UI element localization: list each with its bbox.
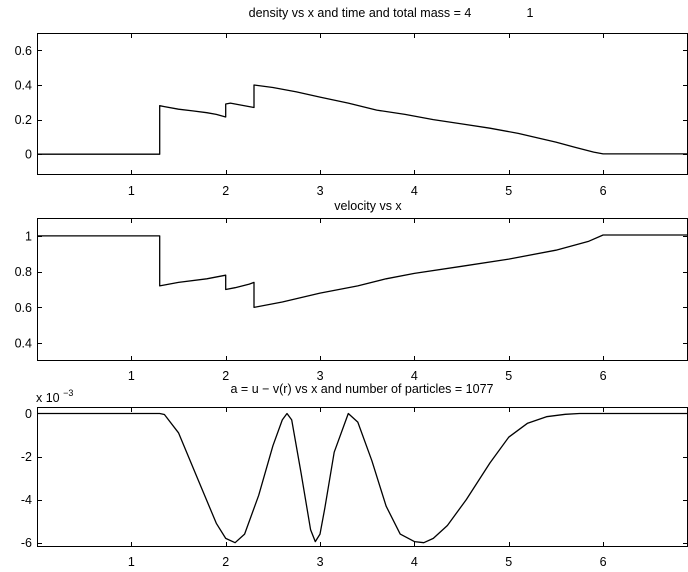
acceleration-title: a = u − v(r) vs x and number of particle… [231, 382, 494, 396]
density-x-tick-label: 5 [505, 184, 512, 198]
acceleration-x-tick-label: 6 [600, 555, 607, 569]
density-y-tick-label: 0.4 [15, 78, 32, 92]
density-y-tick-label: 0.2 [15, 113, 32, 127]
acceleration-x-tick-label: 4 [411, 555, 418, 569]
velocity-y-tick-label: 0.4 [15, 337, 32, 351]
velocity-x-tick-label: 6 [600, 369, 607, 383]
density-title-extra: 1 [527, 6, 534, 20]
acceleration-curve [37, 412, 688, 544]
y-multiplier-exponent: −3 [63, 388, 73, 398]
velocity-x-tick-label: 1 [128, 369, 135, 383]
density-x-tick-label: 3 [317, 184, 324, 198]
velocity-curve [37, 234, 688, 309]
velocity-axes-box [37, 218, 688, 361]
density-y-tick-label: 0.6 [15, 44, 32, 58]
density-curve [37, 84, 688, 155]
velocity-y-tick-label: 0.6 [15, 301, 32, 315]
acceleration-axes-box [37, 407, 688, 547]
density-x-tick-label: 1 [128, 184, 135, 198]
y-multiplier-base: x 10 [36, 391, 60, 405]
density-x-tick-label: 6 [600, 184, 607, 198]
velocity-title: velocity vs x [334, 199, 402, 213]
acceleration-y-tick-label: -4 [21, 493, 32, 507]
density-x-tick-label: 4 [411, 184, 418, 198]
velocity-y-tick-label: 1 [25, 229, 32, 243]
acceleration-x-tick-label: 2 [222, 555, 229, 569]
acceleration-x-tick-label: 3 [317, 555, 324, 569]
velocity-y-tick-label: 0.8 [15, 265, 32, 279]
acceleration-y-tick-label: -6 [21, 536, 32, 550]
velocity-x-tick-label: 5 [505, 369, 512, 383]
velocity-panel: velocity vs x 1 2 3 4 5 6 0.4 0.6 0.8 1 [15, 199, 688, 383]
velocity-x-tick-label: 2 [222, 369, 229, 383]
y-multiplier: x 10 −3 [36, 388, 73, 405]
acceleration-y-tick-label: 0 [25, 407, 32, 421]
density-y-tick-label: 0 [25, 148, 32, 162]
density-x-tick-label: 2 [222, 184, 229, 198]
density-panel: density vs x and time and total mass = 4… [15, 6, 688, 198]
acceleration-x-tick-label: 5 [505, 555, 512, 569]
acceleration-y-tick-label: -2 [21, 450, 32, 464]
velocity-x-tick-label: 3 [317, 369, 324, 383]
acceleration-panel: a = u − v(r) vs x and number of particle… [21, 382, 688, 569]
velocity-x-tick-label: 4 [411, 369, 418, 383]
acceleration-x-tick-label: 1 [128, 555, 135, 569]
density-title: density vs x and time and total mass = 4 [249, 6, 472, 20]
density-axes-box [37, 33, 688, 175]
